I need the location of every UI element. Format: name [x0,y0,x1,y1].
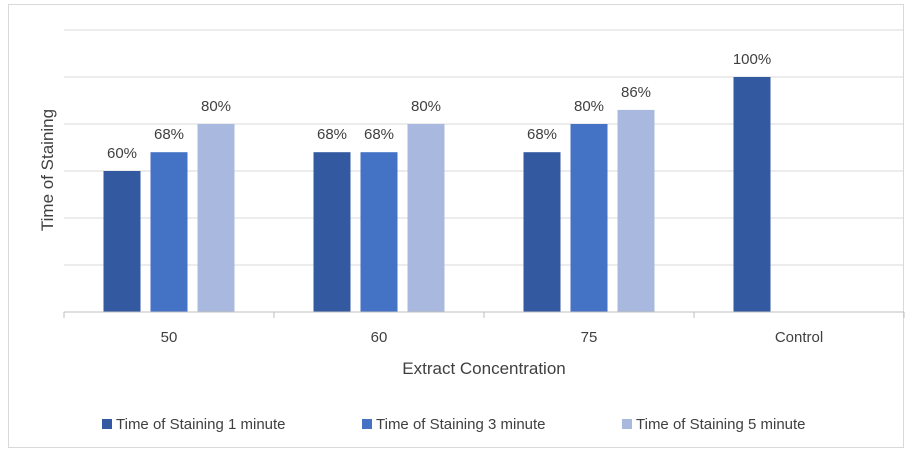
gridlines [64,29,904,266]
data-label: 80% [574,98,604,115]
bar [103,171,141,312]
bar [407,124,445,312]
bar [523,152,561,312]
data-label: 68% [154,126,184,143]
bar [313,152,351,312]
legend-swatch [362,419,372,429]
bar [197,124,235,312]
data-label: 68% [317,126,347,143]
bar [617,109,655,313]
data-label: 60% [107,145,137,162]
legend: Time of Staining 1 minute Time of Stainin… [102,416,806,433]
data-label: 100% [733,51,771,68]
x-axis-ticks: 50 60 75 Control [63,312,905,346]
bar [360,152,398,312]
legend-label: Time of Staining 5 minute [636,416,806,433]
x-tick-label: Control [775,329,823,346]
legend-swatch [102,419,112,429]
bar [150,152,188,312]
data-label: 68% [527,126,557,143]
bar [733,77,771,312]
legend-label: Time of Staining 1 minute [116,416,286,433]
x-tick-label: 50 [161,329,178,346]
bars [103,77,771,313]
data-label: 68% [364,126,394,143]
x-tick-label: 75 [581,329,598,346]
y-axis-title: Time of Staining [38,109,57,231]
bar [570,124,608,312]
data-labels: 60% 68% 80% 68% 68% 80% 68% 80% 86% 100% [107,51,771,162]
legend-label: Time of Staining 3 minute [376,416,546,433]
legend-swatch [622,419,632,429]
data-label: 86% [621,84,651,101]
x-axis-title: Extract Concentration [402,359,565,378]
data-label: 80% [201,98,231,115]
x-tick-label: 60 [371,329,388,346]
data-label: 80% [411,98,441,115]
